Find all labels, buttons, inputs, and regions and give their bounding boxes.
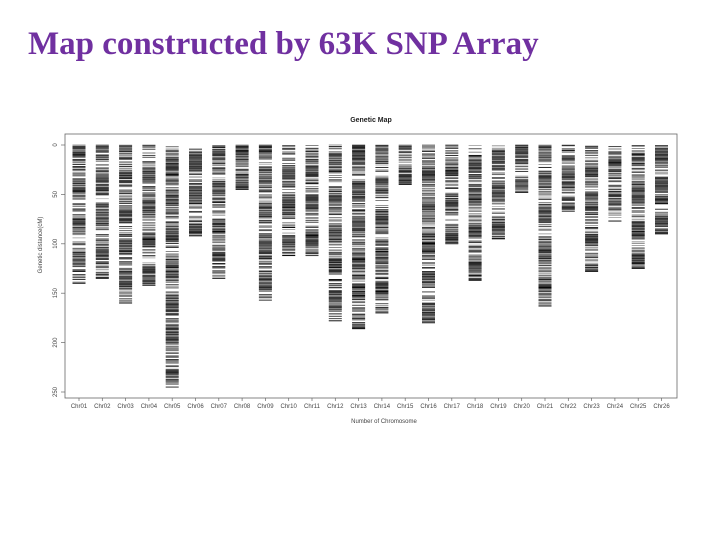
x-tick-label: Chr17 <box>444 404 461 410</box>
x-axis-label: Number of Chromosome <box>351 419 417 425</box>
chromosome-chr24 <box>608 146 622 222</box>
chromosome-chr15 <box>398 144 412 185</box>
x-tick-label: Chr12 <box>327 404 344 410</box>
chromosome-chr05 <box>165 146 179 388</box>
chromosome-chr01 <box>72 144 86 284</box>
x-tick-label: Chr15 <box>397 404 414 410</box>
chromosome-chr12 <box>328 144 342 322</box>
chromosome-chr21 <box>538 144 552 307</box>
x-tick-label: Chr11 <box>304 404 321 410</box>
x-tick-label: Chr24 <box>607 404 624 410</box>
y-tick-label: 0 <box>53 143 59 147</box>
x-tick-label: Chr22 <box>560 404 577 410</box>
marker-group <box>72 144 668 388</box>
x-tick-label: Chr26 <box>653 404 670 410</box>
y-tick-label: 100 <box>53 238 59 249</box>
x-axis: Chr01 Chr02 Chr03 Chr04 Chr05 Chr06 Chr07 Chr08… <box>71 398 670 410</box>
slide-title: Map constructed by 63K SNP Array <box>28 26 539 62</box>
chart-title: Genetic Map <box>350 117 392 124</box>
x-tick-label: Chr13 <box>350 404 367 410</box>
chromosome-chr02 <box>95 144 109 279</box>
chromosome-chr04 <box>142 144 156 286</box>
x-tick-label: Chr10 <box>281 404 298 410</box>
chromosome-chr25 <box>631 145 645 269</box>
x-tick-label: Chr04 <box>141 404 158 410</box>
y-tick-label: 150 <box>53 288 59 299</box>
chromosome-chr23 <box>585 145 599 272</box>
chromosome-chr11 <box>305 145 319 257</box>
chromosome-chr09 <box>258 144 272 301</box>
y-tick-label: 50 <box>53 190 59 197</box>
chromosome-chr06 <box>189 148 202 237</box>
x-tick-label: Chr23 <box>583 404 600 410</box>
x-tick-label: Chr01 <box>71 404 88 410</box>
x-tick-label: Chr14 <box>374 404 391 410</box>
y-axis-label: Genetic distance(cM) <box>38 217 44 274</box>
plot-frame <box>64 133 678 399</box>
x-tick-label: Chr07 <box>211 404 228 410</box>
x-tick-label: Chr08 <box>234 404 251 410</box>
chromosome-chr03 <box>119 144 133 304</box>
chromosome-chr18 <box>468 145 482 281</box>
chromosome-chr20 <box>515 144 529 193</box>
x-tick-label: Chr09 <box>257 404 274 410</box>
chromosome-chr10 <box>282 145 296 257</box>
chromosome-chr07 <box>212 145 226 279</box>
x-tick-label: Chr06 <box>187 404 204 410</box>
x-tick-label: Chr16 <box>420 404 437 410</box>
y-tick-label: 250 <box>53 386 59 397</box>
chromosome-chr08 <box>235 144 249 190</box>
x-tick-label: Chr25 <box>630 404 647 410</box>
x-tick-label: Chr20 <box>514 404 531 410</box>
chromosome-chr14 <box>375 144 389 314</box>
y-tick-label: 200 <box>53 337 59 348</box>
chromosome-chr13 <box>352 144 366 330</box>
x-tick-label: Chr18 <box>467 404 484 410</box>
chromosome-chr26 <box>655 145 668 235</box>
chromosome-chr17 <box>445 144 459 245</box>
chromosome-chr16 <box>422 144 435 324</box>
x-tick-label: Chr21 <box>537 404 554 410</box>
chromosome-chr19 <box>491 145 505 240</box>
x-tick-label: Chr05 <box>164 404 181 410</box>
chromosome-chr22 <box>561 144 575 212</box>
x-tick-label: Chr19 <box>490 404 507 410</box>
x-tick-label: Chr02 <box>94 404 111 410</box>
x-tick-label: Chr03 <box>117 404 134 410</box>
y-axis: 0 50 100 150 200 250 <box>53 143 65 397</box>
